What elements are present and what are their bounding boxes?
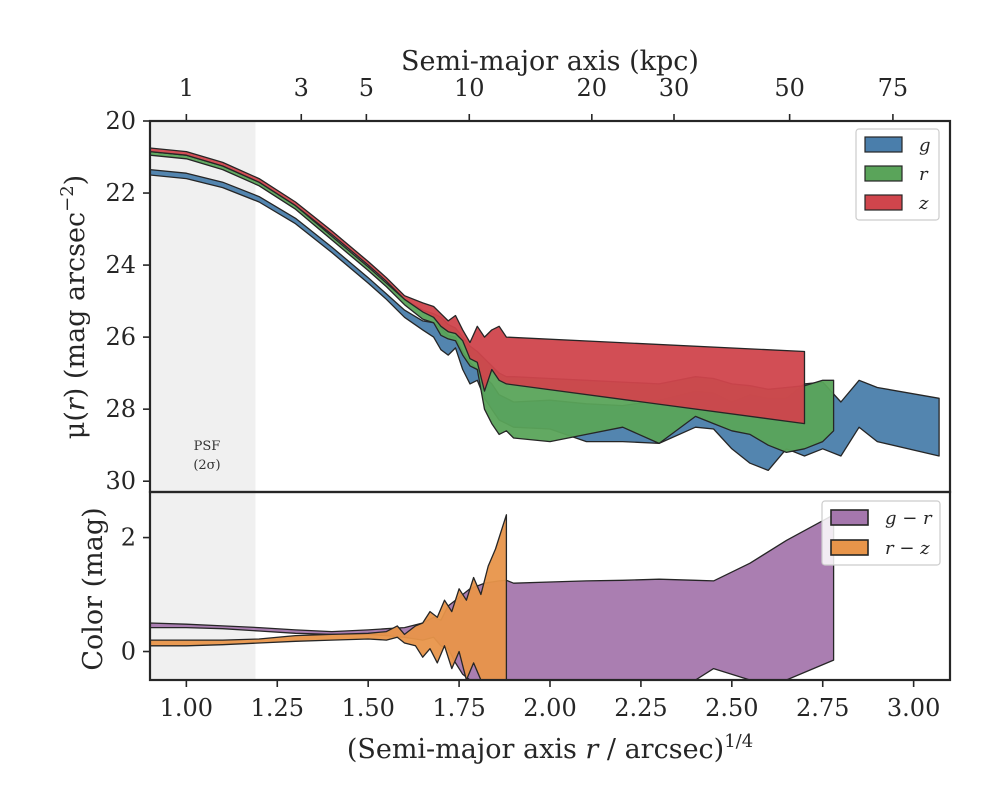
legend-swatch-g-r	[830, 509, 869, 526]
y-tick-label-top: 28	[105, 395, 136, 423]
top-axis-tick-label: 50	[774, 74, 805, 102]
bottom-y-axis-label: Color (mag)	[78, 507, 109, 670]
top-axis-tick-label: 20	[577, 74, 608, 102]
psf-band-bottom	[150, 492, 256, 680]
x-tick-label-bottom: 2.75	[796, 694, 849, 722]
y-tick-label-top: 24	[105, 251, 136, 279]
x-tick-label-bottom: 2.25	[614, 694, 667, 722]
legend-swatch-r	[864, 165, 903, 182]
x-tick-label-bottom: 3.00	[887, 694, 940, 722]
x-tick-label-bottom: 1.50	[341, 694, 394, 722]
y-tick-label-top: 20	[105, 107, 136, 135]
top-y-axis-label: μ(r) (mag arcsec−2)	[57, 175, 91, 439]
legend-swatch-g	[864, 136, 903, 153]
area-z	[150, 147, 806, 425]
legend-label-g: g	[919, 135, 931, 156]
legend-label-z: z	[918, 193, 929, 214]
x-tick-label-bottom: 1.75	[432, 694, 485, 722]
y-tick-label-top: 30	[105, 467, 136, 495]
legend-swatch-z	[864, 194, 903, 211]
y-tick-label-bottom: 2	[121, 524, 136, 552]
x-tick-label-bottom: 1.25	[251, 694, 304, 722]
top-axis-tick-label: 75	[878, 74, 909, 102]
psf-sigma-label: (2σ)	[193, 458, 220, 473]
bottom-x-axis-label: (Semi-major axis r / arcsec)1/4	[347, 731, 753, 765]
legend-top: g r z	[855, 128, 940, 221]
legend-label-g-r: g − r	[885, 508, 933, 529]
legend-bottom: g − r r − z	[821, 500, 941, 566]
legend-label-r: r	[919, 164, 929, 185]
axis-ticks: 20 22 24 26 28 30 1 3 5 10 20 30 50 75 0 2 1.00 1.25 1.50 1…	[105, 74, 940, 722]
psf-label: PSF	[194, 439, 221, 454]
y-tick-label-bottom: 0	[121, 638, 136, 666]
top-axis-tick-label: 5	[359, 74, 374, 102]
top-axis-tick-label: 3	[294, 74, 309, 102]
legend-label-r-z: r − z	[885, 538, 930, 559]
y-tick-label-top: 26	[105, 323, 136, 351]
top-axis-tick-label: 10	[454, 74, 485, 102]
x-tick-label-bottom: 1.00	[160, 694, 213, 722]
top-axis-tick-label: 30	[659, 74, 690, 102]
top-axis-tick-label: 1	[179, 74, 194, 102]
legend-swatch-r-z	[830, 539, 869, 556]
x-tick-label-bottom: 2.50	[705, 694, 758, 722]
surface-brightness-areas	[150, 147, 940, 472]
top-axis-label: Semi-major axis (kpc)	[401, 46, 699, 77]
area-r-z	[150, 514, 508, 680]
y-tick-label-top: 22	[105, 179, 136, 207]
color-areas	[150, 514, 835, 680]
x-tick-label-bottom: 2.00	[523, 694, 576, 722]
